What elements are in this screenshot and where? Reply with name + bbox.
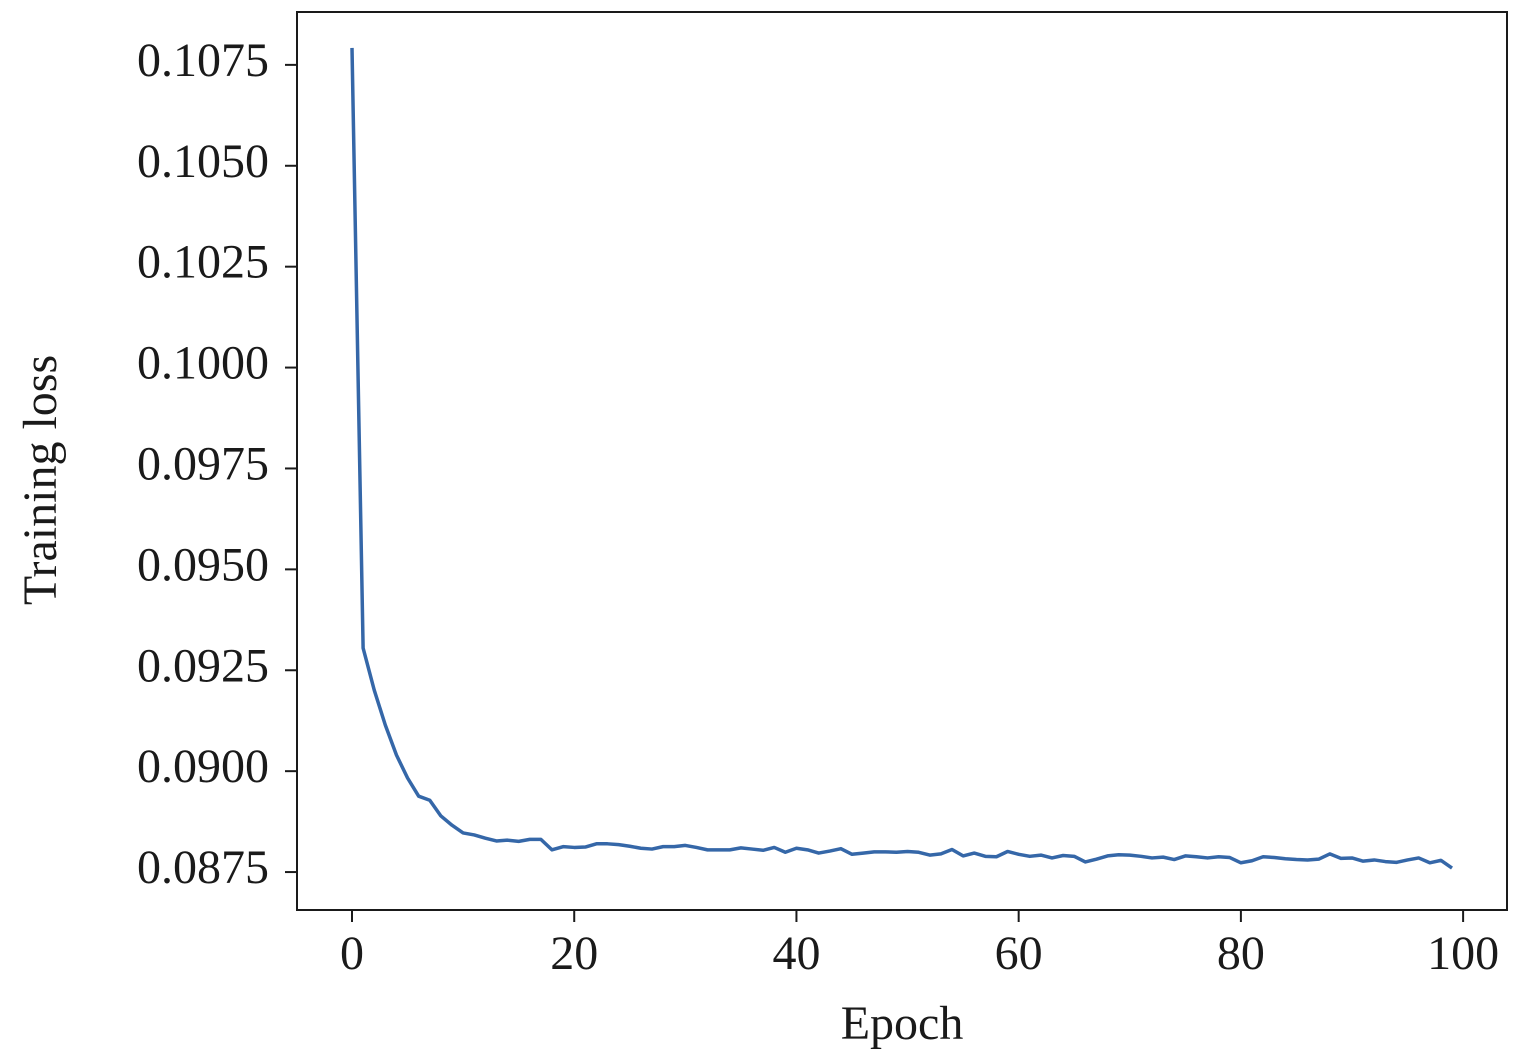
loss-line [350,47,1453,870]
x-tick-label: 40 [772,927,820,980]
x-axis-label: Epoch [841,997,964,1050]
x-tick-label: 20 [550,927,598,980]
y-tick-label: 0.0975 [137,437,269,490]
y-tick-label: 0.0900 [137,740,269,793]
plot-frame [296,11,1508,911]
y-axis-label: Training loss [14,355,67,605]
y-tick-label: 0.1000 [137,337,269,390]
y-tick-label: 0.0925 [137,639,269,692]
x-tick-label: 80 [1217,927,1265,980]
x-tick-label: 60 [995,927,1043,980]
x-tick-label: 100 [1427,927,1499,980]
y-tick-label: 0.1050 [137,135,269,188]
x-tick-label: 0 [340,927,364,980]
y-tick-label: 0.0875 [137,841,269,894]
y-tick-label: 0.0950 [137,538,269,591]
y-tick-label: 0.1025 [137,236,269,289]
y-tick-label: 0.1075 [137,34,269,87]
